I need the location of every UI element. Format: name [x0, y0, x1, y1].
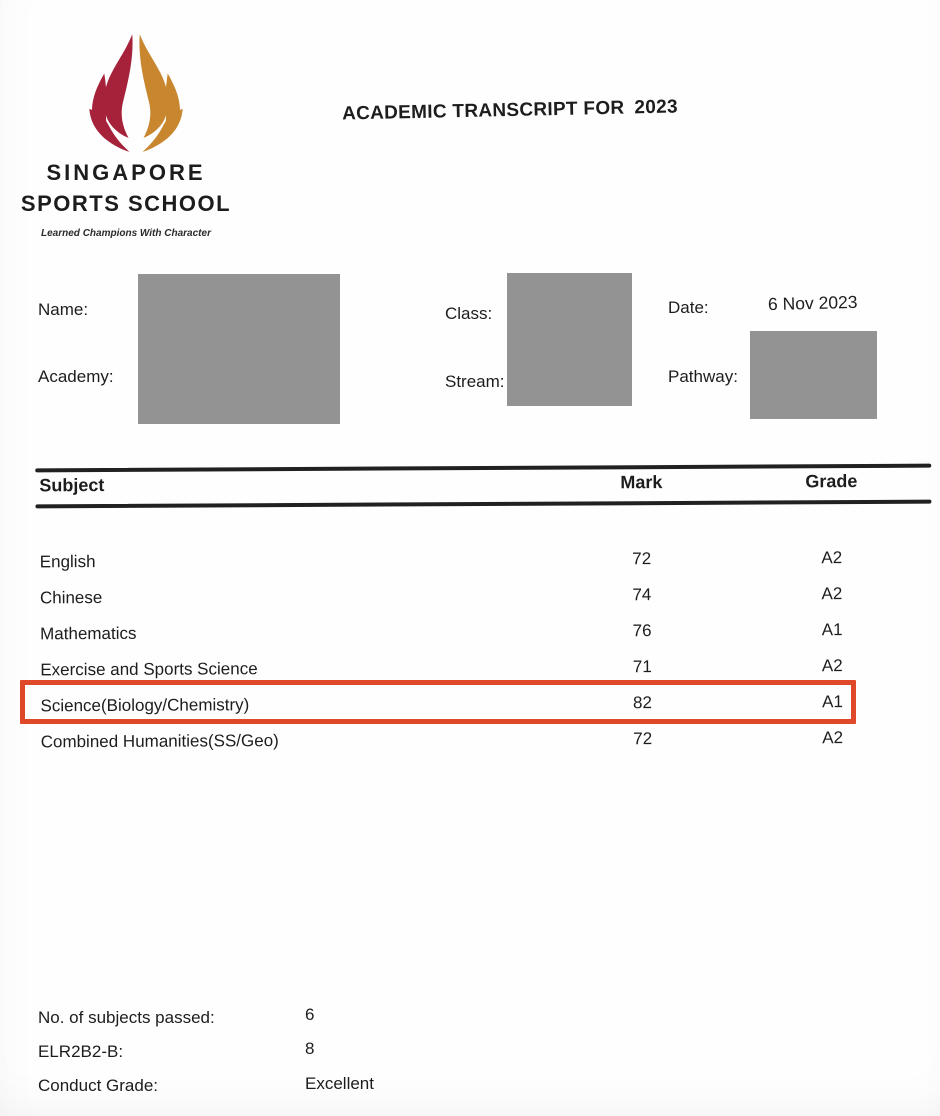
table-row: Mathematics 76 A1 — [36, 612, 932, 653]
conduct-grade-label: Conduct Grade: — [38, 1076, 159, 1095]
header-grade: Grade — [805, 471, 858, 492]
flame-left-half — [89, 34, 133, 152]
grade-cell: A2 — [821, 584, 843, 604]
table-header-rule — [35, 499, 932, 509]
subject-cell: Mathematics — [40, 623, 137, 644]
table-header-row: Subject Mark Grade — [35, 471, 931, 497]
class-label: Class: — [445, 304, 493, 323]
subject-cell: Exercise and Sports Science — [40, 659, 258, 680]
table-row: Combined Humanities(SS/Geo) 72 A2 — [37, 720, 933, 761]
subject-cell: Chinese — [39, 587, 103, 608]
school-name: SINGAPORE SPORTS SCHOOL — [20, 160, 232, 217]
header-subject: Subject — [39, 474, 105, 496]
elr2b2-label: ELR2B2-B: — [38, 1042, 124, 1061]
mark-cell: 71 — [632, 657, 652, 677]
grade-cell: A2 — [822, 728, 844, 748]
subject-cell: English — [39, 552, 96, 572]
redaction-box-class-stream — [507, 273, 632, 406]
stream-label: Stream: — [445, 372, 505, 391]
flame-right-half — [139, 34, 183, 152]
highlight-annotation-box — [20, 680, 856, 724]
academy-label: Academy: — [38, 367, 114, 386]
mark-cell: 72 — [633, 729, 653, 749]
document-title: ACADEMIC TRANSCRIPT FOR 2023 — [310, 96, 710, 126]
date-value: 6 Nov 2023 — [767, 291, 858, 315]
conduct-grade-value: Excellent — [305, 1074, 374, 1093]
grade-cell: A2 — [821, 656, 843, 676]
subjects-passed-label: No. of subjects passed: — [38, 1008, 215, 1027]
elr2b2-value: 8 — [305, 1039, 315, 1058]
subject-cell: Combined Humanities(SS/Geo) — [40, 731, 279, 752]
pathway-label: Pathway: — [668, 367, 738, 386]
school-name-line1: SINGAPORE — [46, 160, 206, 185]
table-body: English 72 A2 Chinese 74 A2 Mathematics … — [36, 540, 933, 761]
table-row: English 72 A2 — [36, 540, 932, 581]
mark-cell: 72 — [632, 549, 652, 569]
redaction-box-pathway — [750, 331, 877, 419]
document-title-year: 2023 — [634, 96, 679, 119]
school-name-line2: SPORTS SCHOOL — [20, 191, 232, 216]
date-label: Date: — [668, 298, 709, 317]
header-mark: Mark — [620, 472, 663, 493]
table-row: Chinese 74 A2 — [36, 576, 932, 617]
grade-cell: A2 — [821, 548, 843, 568]
grade-cell: A1 — [821, 620, 843, 640]
redaction-box-name-academy — [138, 274, 340, 424]
mark-cell: 74 — [632, 585, 652, 605]
subjects-passed-value: 6 — [305, 1005, 315, 1024]
document-title-text: ACADEMIC TRANSCRIPT FOR — [341, 97, 625, 125]
school-logo-flame — [89, 34, 183, 152]
name-label: Name: — [38, 300, 89, 319]
mark-cell: 76 — [632, 621, 652, 641]
school-tagline: Learned Champions With Character — [41, 228, 211, 239]
